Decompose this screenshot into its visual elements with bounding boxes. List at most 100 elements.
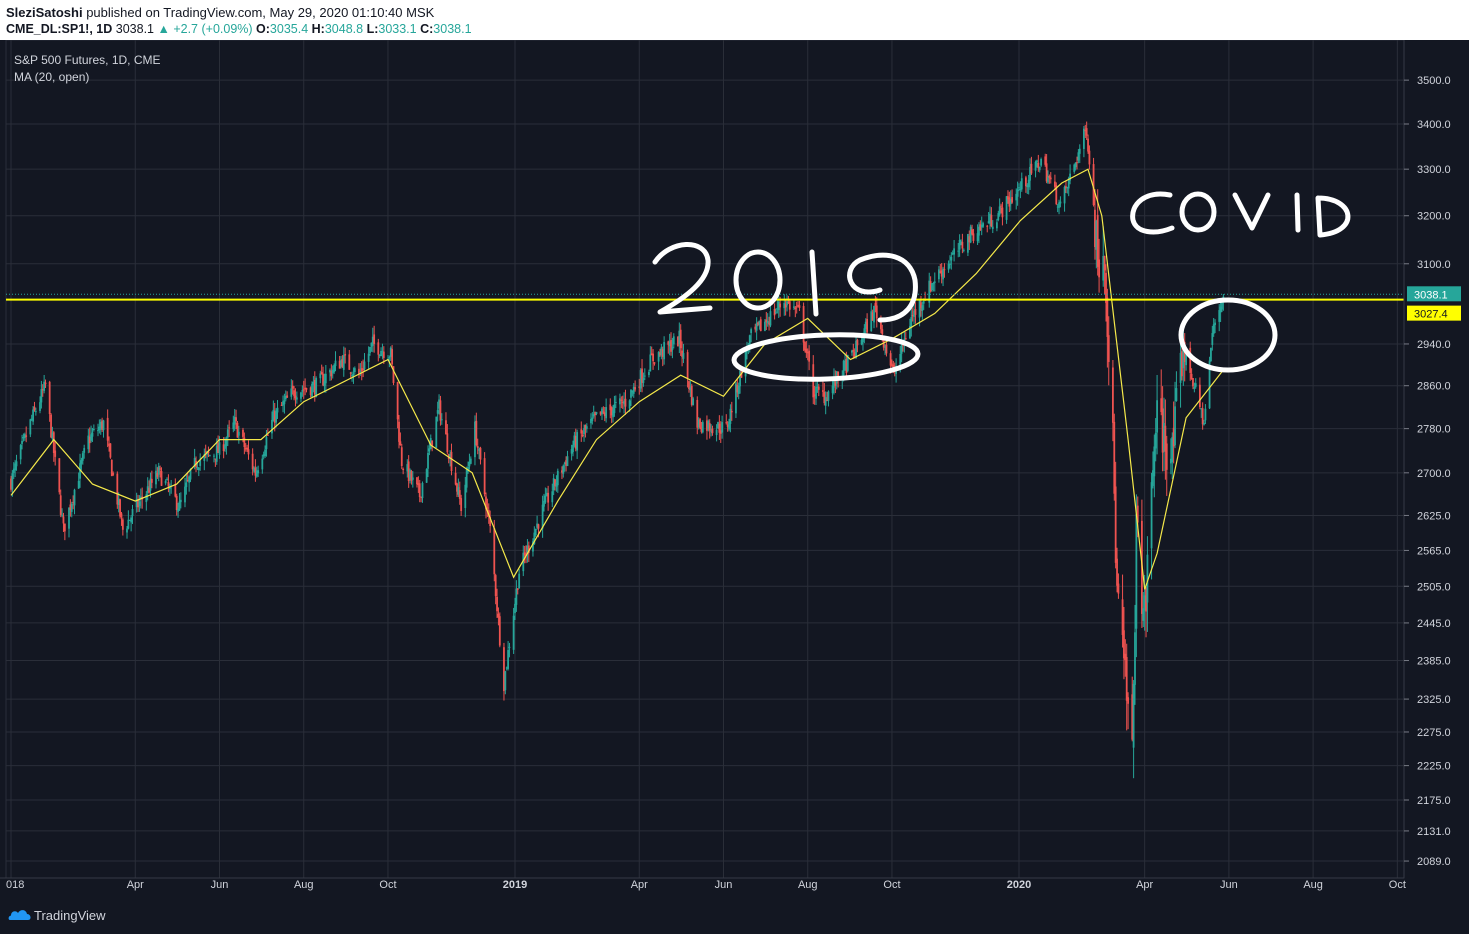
candle-body bbox=[112, 473, 115, 475]
candle-body bbox=[283, 400, 286, 405]
candle-body bbox=[565, 460, 567, 466]
candle-body bbox=[987, 221, 990, 224]
candle-body bbox=[493, 528, 496, 575]
candle-body bbox=[1208, 360, 1211, 409]
candle-body bbox=[19, 445, 22, 460]
candle-body bbox=[164, 480, 167, 484]
candle-body bbox=[43, 381, 46, 391]
candle-body bbox=[621, 401, 624, 403]
candle-body bbox=[494, 575, 497, 597]
candle-body bbox=[1040, 158, 1042, 166]
tradingview-logo-icon[interactable] bbox=[8, 908, 32, 922]
candle-body bbox=[758, 320, 761, 326]
candle-body bbox=[784, 304, 787, 308]
candle-body bbox=[380, 350, 382, 357]
candle-body bbox=[348, 354, 351, 370]
candle-body bbox=[1098, 259, 1100, 278]
tradingview-brand[interactable]: TradingView bbox=[34, 908, 106, 923]
candle-body bbox=[409, 469, 411, 480]
time-tick-label: Jun bbox=[211, 879, 229, 891]
candle-body bbox=[552, 478, 555, 491]
candle-body bbox=[251, 453, 254, 470]
candle-body bbox=[1045, 163, 1048, 182]
time-tick-label: 2019 bbox=[503, 879, 527, 891]
candle-body bbox=[624, 398, 627, 407]
price-axis[interactable]: 2089.0 2131.0 2175.0 2225.0 2275.0 2325.0 2385… bbox=[1403, 40, 1451, 878]
candle-body bbox=[613, 404, 616, 414]
candle-body bbox=[822, 390, 824, 392]
candle-body bbox=[834, 377, 837, 386]
candle-body bbox=[353, 368, 356, 372]
candle-body bbox=[707, 421, 710, 430]
price-tick-label: 2089.0 bbox=[1417, 856, 1451, 868]
candle-body bbox=[842, 360, 845, 376]
candle-body bbox=[815, 386, 817, 399]
candle-body bbox=[735, 383, 737, 414]
candle-body bbox=[649, 354, 652, 372]
candle-body bbox=[612, 410, 614, 418]
candle-body bbox=[388, 357, 391, 359]
candle-body bbox=[947, 263, 950, 270]
candle-body bbox=[715, 429, 718, 436]
candle-body bbox=[797, 304, 799, 307]
indicator-legend[interactable]: MA (20, open) bbox=[14, 70, 90, 84]
candle-body bbox=[1212, 324, 1215, 334]
candle-body bbox=[352, 374, 355, 377]
candle-body bbox=[1005, 196, 1008, 220]
candle-body bbox=[1172, 427, 1175, 447]
candle-body bbox=[1065, 186, 1067, 189]
candle-body bbox=[527, 545, 530, 554]
time-tick-label: Aug bbox=[798, 879, 818, 891]
price-chart[interactable]: 2089.0 2131.0 2175.0 2225.0 2275.0 2325.0 2385… bbox=[0, 40, 1469, 898]
candle-body bbox=[943, 269, 946, 271]
candle-body bbox=[468, 461, 471, 467]
candle-body bbox=[813, 394, 816, 397]
candle-body bbox=[837, 371, 840, 380]
candle-body bbox=[286, 395, 289, 398]
candle-body bbox=[581, 435, 584, 437]
candle-body bbox=[748, 335, 751, 346]
candle-body bbox=[986, 225, 989, 227]
candle-body bbox=[1087, 138, 1089, 152]
candle-body bbox=[881, 329, 884, 335]
time-tick-label: Jun bbox=[715, 879, 733, 891]
candle-body bbox=[304, 387, 307, 389]
candle-body bbox=[681, 350, 683, 357]
chart-area[interactable]: 2089.0 2131.0 2175.0 2225.0 2275.0 2325.0 2385… bbox=[0, 40, 1469, 898]
candle-body bbox=[1077, 152, 1080, 161]
time-tick-label: Oct bbox=[883, 879, 900, 891]
time-axis[interactable]: 018 Apr Jun Aug Oct 2019 Apr Jun Aug Oct 2020 Apr Ju… bbox=[0, 877, 1406, 891]
candle-body bbox=[543, 500, 545, 507]
candle-body bbox=[41, 388, 44, 391]
candle-body bbox=[1074, 162, 1077, 168]
series-legend-title[interactable]: S&P 500 Futures, 1D, CME bbox=[14, 53, 161, 67]
candle-body bbox=[609, 404, 612, 411]
candle-body bbox=[928, 280, 931, 303]
last-price: 3038.1 bbox=[115, 22, 154, 36]
candle-body bbox=[808, 350, 811, 362]
candle-body bbox=[243, 437, 246, 448]
author-name[interactable]: SleziSatoshi bbox=[6, 5, 83, 20]
price-change: ▲ +2.7 (+0.09%) bbox=[157, 22, 253, 36]
candle-body bbox=[50, 414, 52, 438]
candle-body bbox=[862, 337, 864, 343]
candle-body bbox=[950, 256, 953, 261]
candle-body bbox=[58, 458, 61, 493]
low-label: L: bbox=[366, 22, 379, 36]
candle-body bbox=[1117, 583, 1120, 594]
candle-body bbox=[1058, 202, 1060, 208]
candle-body bbox=[562, 465, 565, 474]
candle-body bbox=[911, 314, 914, 317]
candle-body bbox=[11, 473, 14, 490]
candle-body bbox=[1048, 175, 1051, 178]
candle-body bbox=[922, 301, 925, 304]
candle-body bbox=[866, 319, 869, 333]
candle-body bbox=[381, 351, 384, 353]
candle-body bbox=[871, 312, 874, 321]
candle-body bbox=[25, 435, 28, 437]
candle-body bbox=[660, 347, 663, 356]
candle-body bbox=[320, 372, 323, 375]
time-tick-label: Aug bbox=[294, 879, 314, 891]
candle-body bbox=[131, 509, 134, 516]
drawing-circle-2019 bbox=[731, 332, 921, 382]
